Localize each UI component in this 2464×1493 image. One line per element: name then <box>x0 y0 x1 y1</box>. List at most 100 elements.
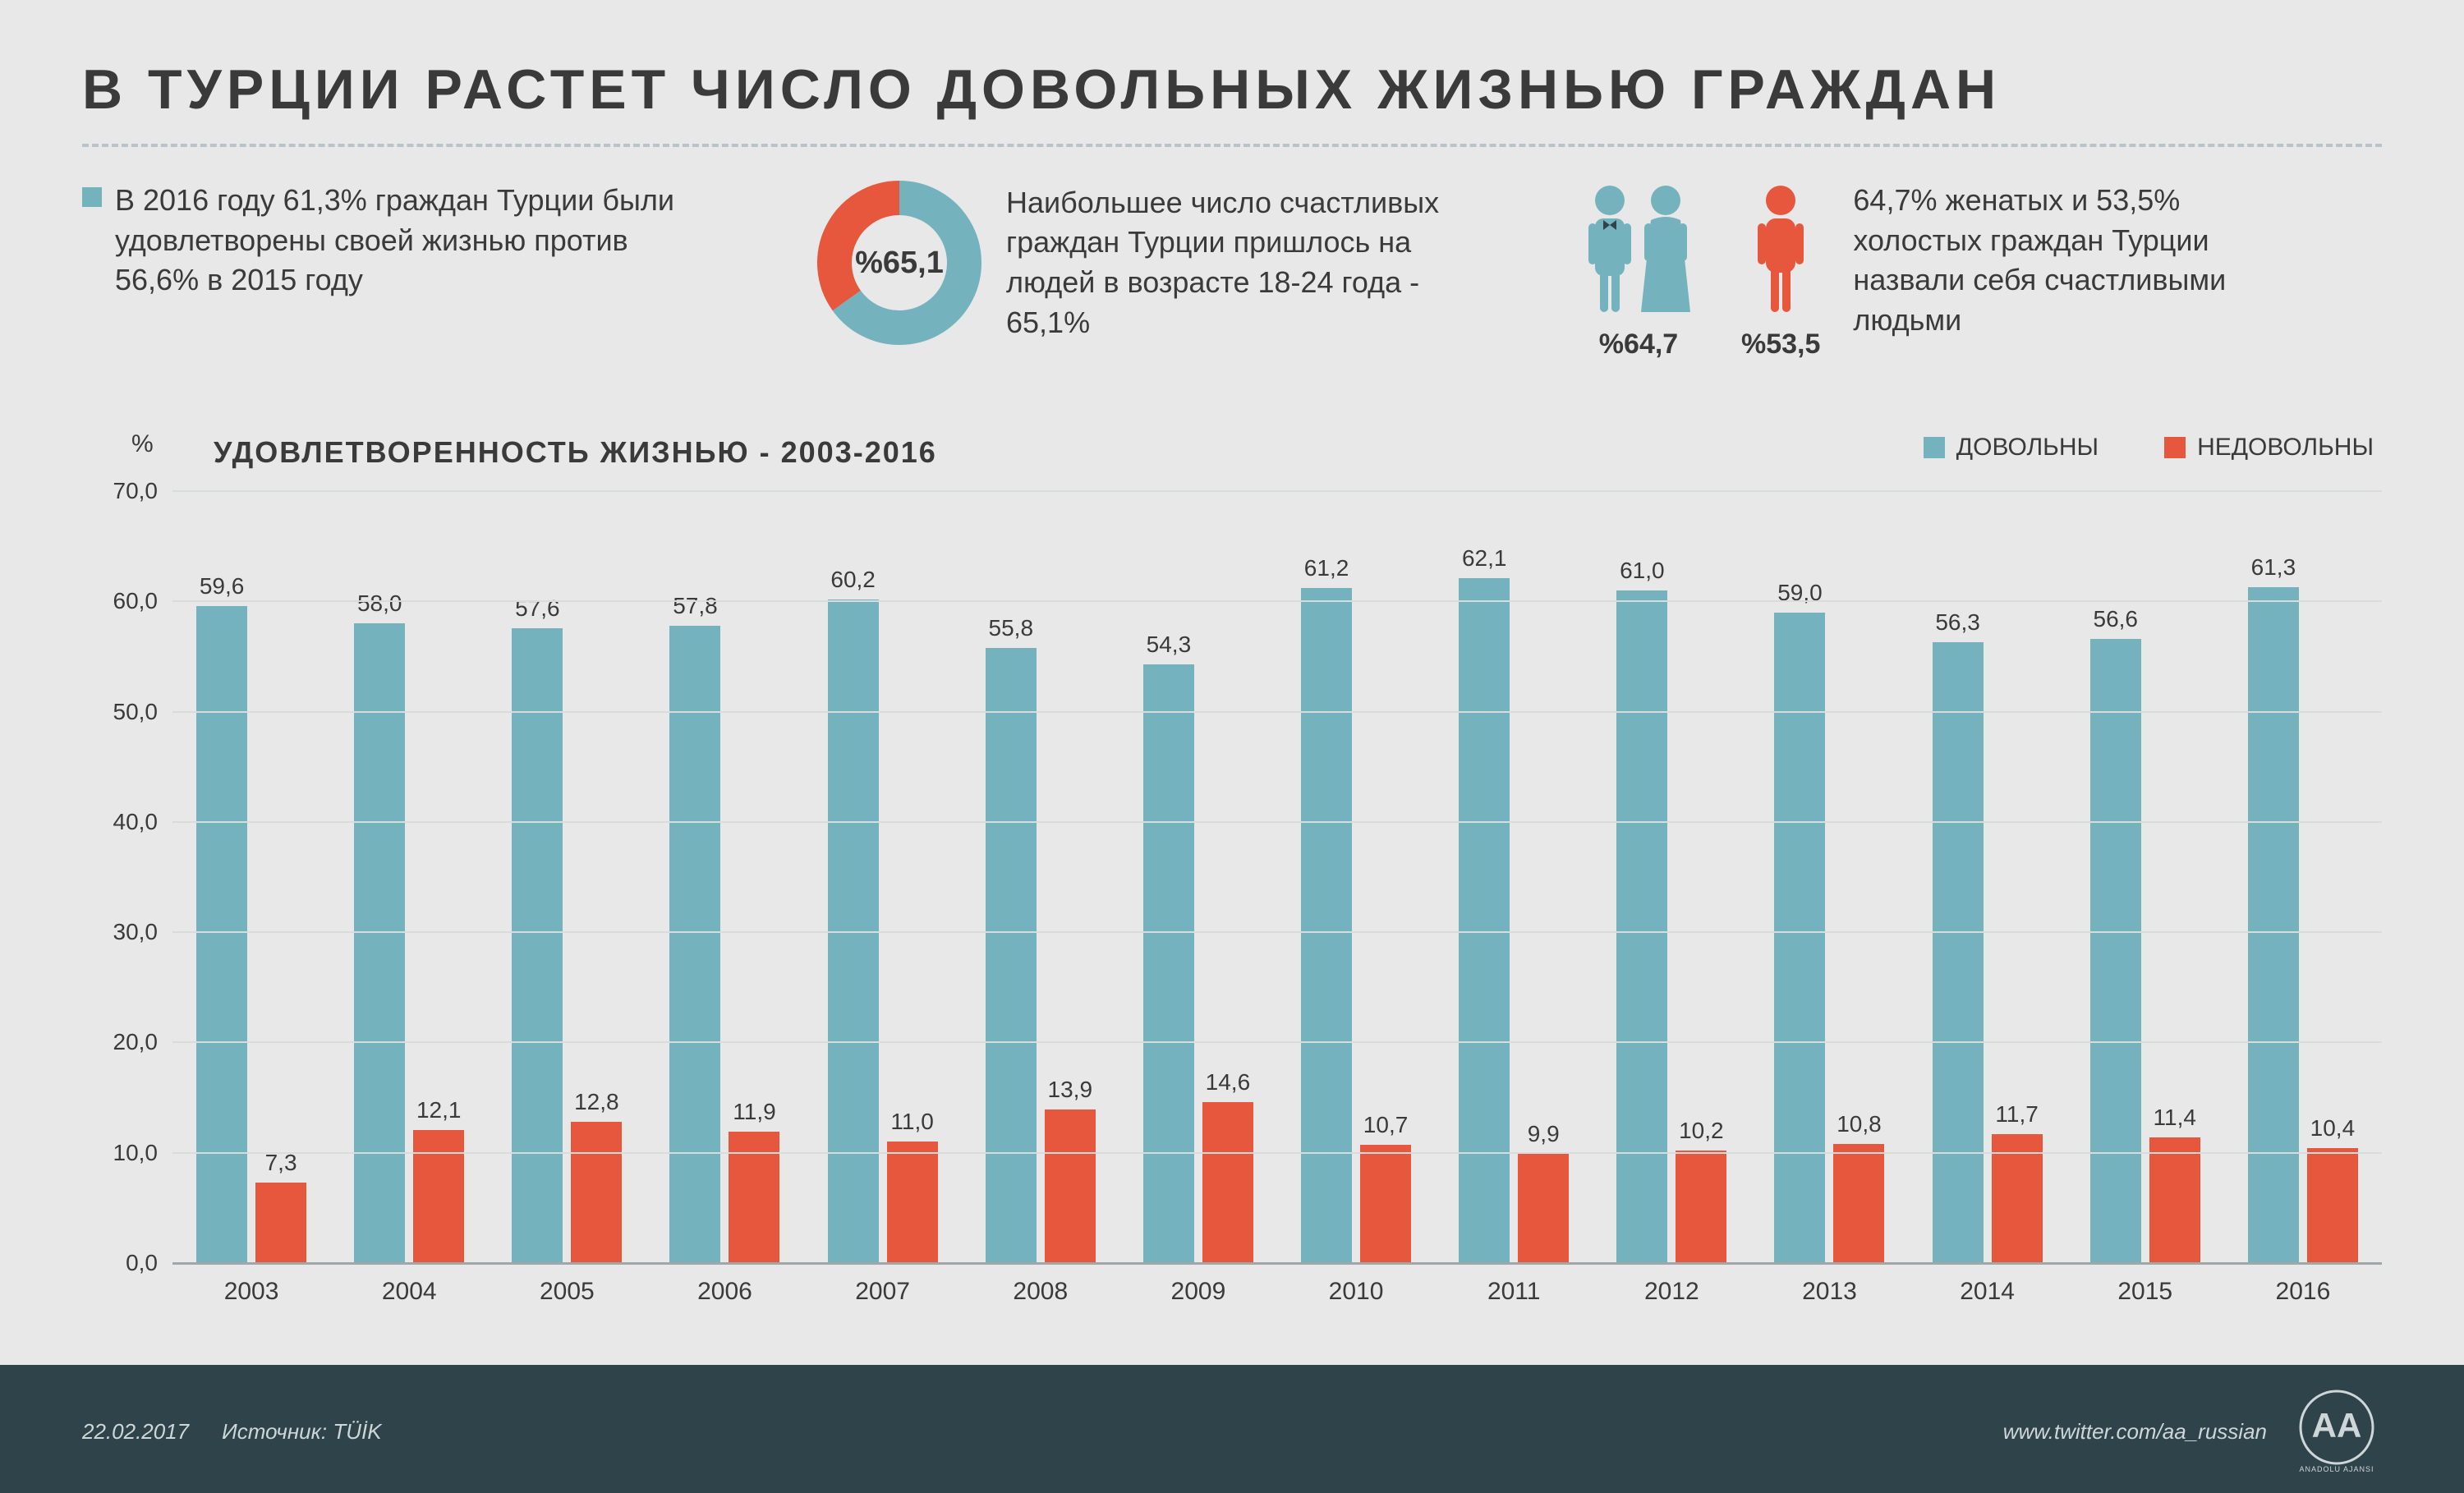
bar-value-label: 62,1 <box>1462 545 1507 572</box>
bar-group: 57,8 11,9 <box>646 491 803 1263</box>
dissatisfied-bar: 10,8 <box>1833 1144 1884 1263</box>
bar-group: 56,3 11,7 <box>1909 491 2066 1263</box>
bar-value-label: 60,2 <box>830 567 876 593</box>
bar-value-label: 10,4 <box>2310 1115 2356 1142</box>
grid-line <box>172 711 2382 713</box>
dissatisfied-bar: 11,0 <box>887 1142 938 1263</box>
footer-source: Источник: TÜİK <box>222 1419 381 1445</box>
grid-line <box>172 490 2382 492</box>
legend-label: НЕДОВОЛЬНЫ <box>2197 434 2374 462</box>
bar-value-label: 10,7 <box>1363 1112 1409 1138</box>
satisfied-bar: 57,8 <box>669 626 720 1263</box>
plot-area: 0,010,020,030,040,050,060,070,0 59,67,35… <box>172 491 2382 1263</box>
y-tick-label: 60,0 <box>82 588 172 614</box>
married-couple-col: %64,7 <box>1577 181 1700 361</box>
single-col: %53,5 <box>1741 181 1820 361</box>
x-tick-label: 2014 <box>1909 1263 2066 1312</box>
page-title: В ТУРЦИИ РАСТЕТ ЧИСЛО ДОВОЛЬНЫХ ЖИЗНЬЮ Г… <box>82 57 2382 122</box>
dissatisfied-bar: 9,9 <box>1518 1154 1569 1263</box>
bar-value-label: 57,8 <box>673 593 718 619</box>
legend-swatch <box>2164 437 2186 458</box>
x-tick-label: 2011 <box>1435 1263 1593 1312</box>
satisfied-bar: 58,0 <box>354 623 405 1263</box>
fact-3-text: 64,7% женатых и 53,5% холостых граждан Т… <box>1853 181 2247 340</box>
bar-value-label: 10,8 <box>1837 1111 1882 1137</box>
footer: 22.02.2017 Источник: TÜİK www.twitter.co… <box>0 1370 2464 1493</box>
bar-value-label: 54,3 <box>1147 632 1192 658</box>
people-icons: %64,7 <box>1577 181 1820 361</box>
bar-value-label: 11,9 <box>733 1099 775 1125</box>
single-person-icon <box>1748 181 1814 320</box>
satisfied-bar: 55,8 <box>986 648 1037 1263</box>
x-tick-label: 2010 <box>1277 1263 1435 1312</box>
satisfied-bar: 59,0 <box>1774 613 1825 1263</box>
bar-group: 55,813,9 <box>962 491 1119 1263</box>
bar-value-label: 11,7 <box>1995 1101 2038 1128</box>
satisfied-bar: 59,6 <box>196 606 247 1263</box>
legend-label: ДОВОЛЬНЫ <box>1956 434 2099 462</box>
chart-legend: ДОВОЛЬНЫ НЕДОВОЛЬНЫ <box>1924 434 2374 462</box>
fact-2: %65,1 Наибольшее число счастливых гражда… <box>817 181 1441 345</box>
married-couple-icon <box>1577 181 1700 320</box>
logo-badge: AA ANADOLU AJANSI <box>2292 1386 2382 1477</box>
bar-value-label: 61,3 <box>2251 554 2296 581</box>
bar-chart: % УДОВЛЕТВОРЕННОСТЬ ЖИЗНЬЮ - 2003-2016 Д… <box>82 443 2382 1312</box>
y-tick-label: 20,0 <box>82 1029 172 1055</box>
fact-1-text: В 2016 году 61,3% граждан Турции были уд… <box>115 181 682 301</box>
dissatisfied-bar: 14,6 <box>1202 1102 1253 1263</box>
x-tick-label: 2009 <box>1119 1263 1277 1312</box>
bar-group: 58,012,1 <box>330 491 488 1263</box>
bar-value-label: 59,6 <box>200 573 245 599</box>
dissatisfied-bar: 12,8 <box>571 1122 622 1263</box>
bar-group: 54,3 14,6 <box>1119 491 1277 1263</box>
x-axis: 2003200420052006200720082009201020112012… <box>172 1263 2382 1312</box>
bar-value-label: 10,2 <box>1679 1118 1724 1144</box>
satisfied-bar: 61,2 <box>1301 588 1352 1263</box>
satisfied-bar: 56,3 <box>1933 642 1984 1263</box>
logo-sub: ANADOLU AJANSI <box>2299 1465 2374 1473</box>
satisfied-bar: 61,0 <box>1616 590 1667 1263</box>
married-pct-label: %64,7 <box>1599 328 1678 361</box>
fact-2-text: Наибольшее число счастливых граждан Турц… <box>1006 183 1441 342</box>
chart-title: УДОВЛЕТВОРЕННОСТЬ ЖИЗНЬЮ - 2003-2016 <box>214 435 937 470</box>
bar-value-label: 56,6 <box>2094 606 2139 632</box>
bar-value-label: 56,3 <box>1935 609 1980 636</box>
facts-row: В 2016 году 61,3% граждан Турции были уд… <box>82 181 2382 427</box>
x-tick-label: 2008 <box>962 1263 1119 1312</box>
donut-chart: %65,1 <box>817 181 981 345</box>
title-separator <box>82 144 2382 147</box>
grid-line <box>172 1152 2382 1154</box>
dissatisfied-bar: 10,4 <box>2307 1148 2358 1263</box>
dissatisfied-bar: 7,3 <box>255 1183 306 1263</box>
x-tick-label: 2016 <box>2224 1263 2382 1312</box>
y-tick-label: 50,0 <box>82 699 172 725</box>
grid-line <box>172 1041 2382 1043</box>
logo-text: AA <box>2312 1406 2362 1445</box>
x-tick-label: 2012 <box>1593 1263 1750 1312</box>
bar-value-label: 11,0 <box>890 1109 933 1135</box>
fact-3: %64,7 <box>1577 181 2382 361</box>
bar-value-label: 7,3 <box>265 1150 297 1176</box>
bar-value-label: 58,0 <box>357 590 402 617</box>
bar-value-label: 61,2 <box>1304 555 1349 581</box>
x-tick-label: 2003 <box>172 1263 330 1312</box>
dissatisfied-bar: 11,4 <box>2149 1137 2200 1263</box>
x-tick-label: 2015 <box>2066 1263 2224 1312</box>
bar-value-label: 55,8 <box>989 615 1034 641</box>
y-tick-label: 10,0 <box>82 1140 172 1166</box>
footer-url: www.twitter.com/aa_russian <box>2003 1419 2267 1445</box>
grid-line <box>172 600 2382 602</box>
bar-value-label: 9,9 <box>1528 1121 1560 1147</box>
bar-group: 59,67,3 <box>172 491 330 1263</box>
bar-value-label: 11,4 <box>2154 1105 2196 1131</box>
satisfied-bar: 62,1 <box>1459 578 1510 1263</box>
satisfied-bar: 57,6 <box>512 628 563 1263</box>
legend-swatch <box>1924 437 1945 458</box>
bar-value-label: 12,8 <box>574 1089 619 1115</box>
bars-container: 59,67,358,012,157,612,857,811,960,211,05… <box>172 491 2382 1263</box>
footer-date: 22.02.2017 <box>82 1419 189 1445</box>
infographic-root: В ТУРЦИИ РАСТЕТ ЧИСЛО ДОВОЛЬНЫХ ЖИЗНЬЮ Г… <box>0 0 2464 1493</box>
bar-value-label: 57,6 <box>515 595 560 622</box>
y-tick-label: 40,0 <box>82 809 172 835</box>
y-axis: 0,010,020,030,040,050,060,070,0 <box>82 491 172 1263</box>
